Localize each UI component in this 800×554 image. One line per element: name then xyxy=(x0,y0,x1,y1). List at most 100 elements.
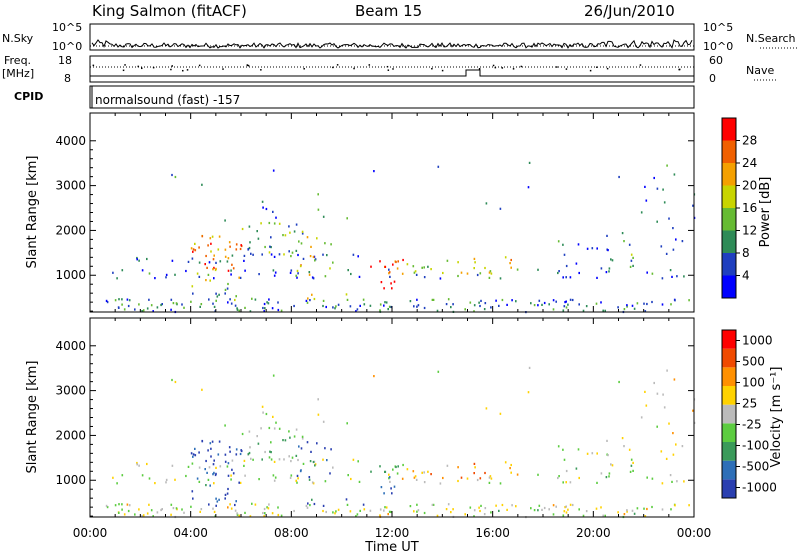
range-gate-cell xyxy=(263,507,266,511)
range-gate-cell xyxy=(227,506,229,509)
range-gate-cell xyxy=(272,415,274,418)
range-gate-cell xyxy=(552,504,555,507)
range-gate-cell xyxy=(409,505,412,508)
range-gate-cell xyxy=(311,481,314,484)
range-gate-cell xyxy=(499,207,502,210)
range-gate-cell xyxy=(278,253,281,256)
range-gate-cell xyxy=(578,303,580,306)
range-gate-cell xyxy=(661,303,664,306)
range-gate-cell xyxy=(430,473,432,476)
range-gate-cell xyxy=(618,175,620,179)
range-gate-cell xyxy=(207,244,209,247)
range-gate-cell xyxy=(191,490,194,493)
range-gate-cell xyxy=(224,497,226,500)
range-gate-cell xyxy=(283,253,285,256)
range-gate-cell xyxy=(457,466,459,469)
nave-point xyxy=(606,67,609,70)
range-gate-cell xyxy=(230,507,233,510)
range-gate-cell xyxy=(268,503,270,506)
range-gate-cell xyxy=(415,478,418,481)
range-gate-cell xyxy=(146,257,148,261)
range-gate-cell xyxy=(313,297,316,301)
range-gate-cell xyxy=(175,302,178,305)
range-gate-cell xyxy=(355,515,357,518)
range-gate-cell xyxy=(479,304,481,308)
range-gate-cell xyxy=(332,306,334,309)
range-gate-cell xyxy=(565,481,567,484)
range-gate-cell xyxy=(205,279,207,282)
range-gate-cell xyxy=(473,472,475,475)
nave-point xyxy=(678,68,681,71)
range-gate-cell xyxy=(306,301,309,304)
range-gate-cell xyxy=(633,307,636,310)
nave-point xyxy=(247,64,250,67)
range-gate-cell xyxy=(273,479,276,482)
colorbar-tick-label: 20 xyxy=(742,179,757,193)
range-gate-cell xyxy=(275,421,277,424)
range-gate-cell xyxy=(230,273,232,276)
range-gate-cell xyxy=(393,280,396,283)
range-gate-cell xyxy=(606,439,608,442)
freq-strip: Freq. [MHz] 18 8 60 0 Nave xyxy=(2,54,776,85)
range-gate-cell xyxy=(236,513,239,516)
range-gate-cell xyxy=(489,475,492,478)
range-gate-cell xyxy=(663,201,666,204)
range-gate-cell xyxy=(436,514,439,517)
range-gate-cell xyxy=(198,275,201,278)
range-gate-cell xyxy=(299,265,302,268)
range-gate-cell xyxy=(337,508,340,511)
range-gate-cell xyxy=(476,273,479,277)
range-gate-cell xyxy=(626,305,628,308)
range-gate-cell xyxy=(488,271,491,274)
range-gate-cell xyxy=(282,439,284,442)
range-gate-cell xyxy=(442,476,444,480)
range-gate-cell xyxy=(346,217,348,220)
range-gate-cell xyxy=(628,448,631,451)
range-gate-cell xyxy=(264,512,266,515)
range-gate-cell xyxy=(121,269,124,272)
range-gate-cell xyxy=(466,272,469,275)
range-gate-cell xyxy=(423,481,426,484)
range-gate-cell xyxy=(510,258,512,262)
range-gate-cell xyxy=(295,454,298,457)
range-gate-cell xyxy=(288,225,290,228)
colorbar-segment xyxy=(722,479,736,498)
range-gate-cell xyxy=(662,393,664,396)
range-gate-cell xyxy=(645,404,648,407)
range-gate-cell xyxy=(457,274,459,278)
range-gate-cell xyxy=(490,306,492,309)
range-gate-cell xyxy=(640,416,643,419)
nsearch-tick-top: 10^5 xyxy=(703,21,733,34)
range-gate-cell xyxy=(106,301,109,304)
range-gate-cell xyxy=(358,480,361,483)
nave-point xyxy=(171,65,173,67)
range-gate-cell xyxy=(208,261,211,264)
range-gate-cell xyxy=(283,458,285,461)
range-gate-cell xyxy=(385,301,388,304)
range-gate-cell xyxy=(484,507,487,510)
range-gate-cell xyxy=(604,514,606,517)
range-gate-cell xyxy=(563,253,566,256)
range-gate-cell xyxy=(350,272,352,276)
range-gate-cell xyxy=(121,508,123,511)
range-gate-cell xyxy=(190,300,192,303)
y-tick-label: 2000 xyxy=(55,428,86,442)
range-gate-cell xyxy=(138,508,140,511)
range-gate-cell xyxy=(600,506,602,509)
range-gate-cell xyxy=(555,300,557,303)
range-gate-cell xyxy=(379,514,381,517)
range-gate-cell xyxy=(301,437,304,440)
range-gate-cell xyxy=(373,170,375,173)
range-gate-cell xyxy=(209,484,211,487)
range-gate-cell xyxy=(558,475,560,478)
range-gate-cell xyxy=(383,509,385,512)
range-gate-cell xyxy=(174,273,176,276)
range-gate-cell xyxy=(651,300,653,304)
range-gate-cell xyxy=(608,270,610,273)
range-gate-cell xyxy=(665,457,668,460)
colorbar-segment xyxy=(722,253,736,276)
range-gate-cell xyxy=(347,474,349,477)
range-gate-cell xyxy=(229,503,231,506)
range-gate-cell xyxy=(623,445,625,448)
range-gate-cell xyxy=(317,398,319,401)
